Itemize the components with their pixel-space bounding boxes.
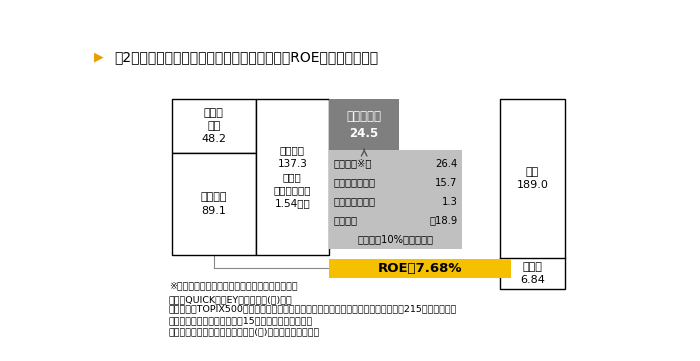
Bar — [172, 153, 256, 255]
Text: 賃貸等不動産：: 賃貸等不動産： — [333, 197, 375, 206]
Bar — [172, 99, 256, 153]
Text: 変更した企業を除く）の15年中に終わった決算期: 変更した企業を除く）の15年中に終わった決算期 — [169, 316, 313, 325]
Text: 投下資本
137.3
（財務
レバレッジ：
1.54倍）: 投下資本 137.3 （財務 レバレッジ： 1.54倍） — [274, 145, 311, 208]
Text: 運転資金: 運転資金 — [333, 216, 357, 226]
Bar — [500, 99, 565, 289]
Text: ▶: ▶ — [94, 50, 104, 63]
Text: －18.9: －18.9 — [429, 216, 458, 226]
Text: 26.4: 26.4 — [435, 158, 458, 169]
Text: 売上
189.0: 売上 189.0 — [517, 167, 548, 190]
Text: ROE：7.68%: ROE：7.68% — [377, 262, 462, 275]
Bar — [329, 259, 511, 278]
Text: 純利益
6.84: 純利益 6.84 — [520, 262, 545, 285]
Text: 1.3: 1.3 — [442, 197, 458, 206]
Text: 投資有価証券：: 投資有価証券： — [333, 178, 375, 188]
Text: 自己資本
89.1: 自己資本 89.1 — [200, 192, 227, 216]
Bar — [256, 99, 329, 255]
Text: ※　現預金等は現預金・有価証券・預け金の合計: ※ 現預金等は現預金・有価証券・預け金の合計 — [169, 281, 298, 290]
Text: 現預金等※：: 現預金等※： — [333, 158, 372, 169]
Text: 15.7: 15.7 — [435, 178, 458, 188]
Bar — [329, 150, 462, 249]
Text: ＊　自己資本、有利子負債および(非)事業資産は平均残高: ＊ 自己資本、有利子負債および(非)事業資産は平均残高 — [169, 328, 320, 337]
Text: 有利子
負債
48.2: 有利子 負債 48.2 — [201, 108, 226, 144]
Text: 非事業資産
24.5: 非事業資産 24.5 — [346, 110, 382, 140]
Text: （売上の10%（仮定））: （売上の10%（仮定）） — [358, 235, 433, 244]
Bar — [329, 99, 400, 150]
Text: 出典：QUICKからEY総合研究所(株)作成: 出典：QUICKからEY総合研究所(株)作成 — [169, 295, 293, 304]
Text: ＊　対象：TOPIX500指数に採用企業のうち、製造業かつ日本の会計基準を採用する215社（決算期を: ＊ 対象：TOPIX500指数に採用企業のうち、製造業かつ日本の会計基準を採用す… — [169, 304, 457, 313]
Text: 図2　主要企業（製造業）のバランスシートとROE（実績、兆円）: 図2 主要企業（製造業）のバランスシートとROE（実績、兆円） — [115, 50, 379, 64]
